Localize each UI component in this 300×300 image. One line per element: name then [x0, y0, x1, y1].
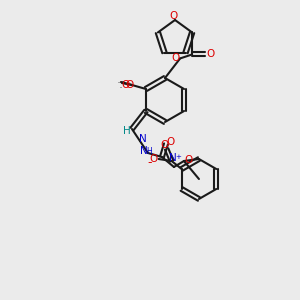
- Text: H: H: [146, 146, 152, 155]
- Text: O: O: [122, 80, 130, 90]
- Text: OMe: OMe: [118, 82, 121, 83]
- Text: N: N: [169, 153, 176, 163]
- Text: O: O: [185, 155, 193, 165]
- Text: O: O: [169, 11, 177, 21]
- Text: O: O: [126, 80, 134, 90]
- Text: N: N: [139, 134, 147, 144]
- Text: H: H: [123, 126, 131, 136]
- Text: O: O: [167, 137, 175, 147]
- Text: O: O: [120, 81, 121, 82]
- Text: N: N: [140, 146, 148, 156]
- Text: +: +: [176, 154, 182, 160]
- Text: -: -: [147, 157, 152, 169]
- Text: O: O: [171, 53, 179, 63]
- Text: O: O: [206, 50, 214, 59]
- Text: O: O: [160, 140, 169, 150]
- Text: OMe: OMe: [120, 86, 124, 88]
- Text: OMe: OMe: [122, 81, 125, 82]
- Text: O: O: [149, 154, 158, 164]
